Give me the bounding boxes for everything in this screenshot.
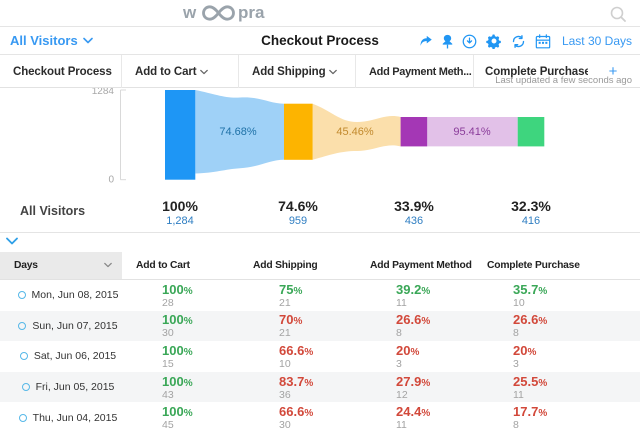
svg-text:pra: pra [238, 4, 265, 22]
svg-text:w: w [183, 4, 197, 22]
